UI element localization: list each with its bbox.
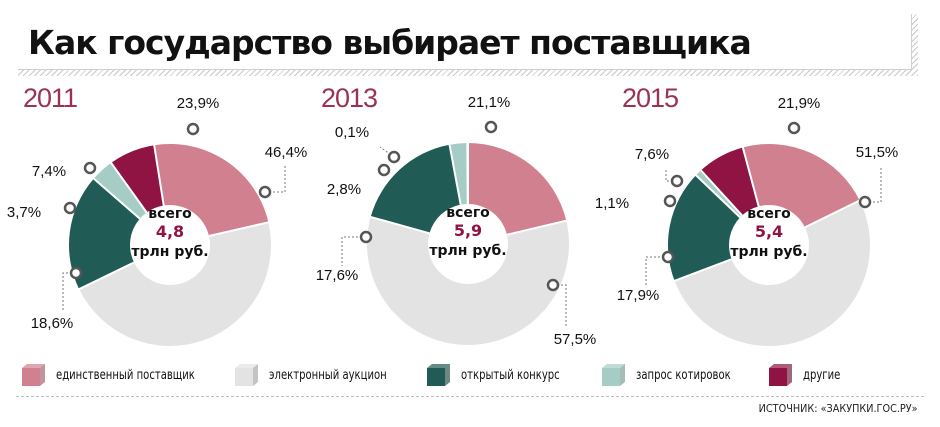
- segment-open: [68, 178, 140, 290]
- data-label-other: 7,4%: [32, 163, 66, 180]
- pointer-dot: [387, 150, 401, 164]
- segment-other: [700, 147, 759, 216]
- legend-swatch-other: [767, 363, 793, 387]
- legend-item-open: открытый конкурс: [425, 362, 576, 388]
- segment-other: [111, 145, 164, 213]
- segment-separator: [804, 199, 861, 229]
- leader-line: [265, 165, 286, 193]
- data-label-quote: 2,8%: [327, 181, 361, 198]
- data-label-open: 18,6%: [31, 315, 74, 332]
- segment-separator: [699, 168, 743, 217]
- segment-separator: [448, 143, 462, 205]
- pointer-dot: [359, 230, 373, 244]
- pointer-dot: [546, 278, 560, 292]
- data-label-electronic: 57,5%: [554, 331, 597, 348]
- legend-label-single: единственный поставщик: [56, 367, 195, 383]
- leader-line: [645, 256, 668, 285]
- center-label-top: всего: [446, 205, 490, 221]
- legend-swatch-open: [425, 363, 451, 387]
- segment-electronic: [367, 216, 569, 345]
- leader-line: [379, 146, 395, 158]
- segment-open: [370, 144, 461, 234]
- pointer-dot: [858, 195, 872, 209]
- center-label-top: всего: [747, 206, 791, 222]
- segment-electronic: [674, 200, 871, 347]
- segment-quote: [449, 143, 468, 205]
- center-total-value: 5,9: [454, 221, 482, 240]
- data-label-open: 17,6%: [316, 267, 359, 284]
- data-label-quote: 1,1%: [595, 195, 629, 212]
- center-label-unit: трлн руб.: [429, 243, 506, 259]
- segment-separator: [673, 258, 732, 283]
- segment-single: [154, 144, 269, 237]
- segment-separator: [694, 173, 741, 219]
- pointer-dot: [377, 163, 391, 177]
- legend-label-open: открытый конкурс: [461, 367, 560, 383]
- segment-separator: [109, 161, 148, 214]
- year-label: 2013: [321, 83, 377, 113]
- pointer-dot: [787, 121, 801, 135]
- segment-separator: [369, 215, 430, 235]
- legend-label-quote: запрос котировок: [636, 367, 731, 383]
- title-bar: Как государство выбирает поставщика: [18, 14, 918, 76]
- center-label-unit: трлн руб.: [131, 244, 208, 260]
- segment-separator: [741, 146, 760, 207]
- segment-quote: [93, 162, 147, 219]
- segment-separator: [208, 221, 270, 238]
- segment-separator: [153, 144, 165, 206]
- legend-label-electronic: электронный аукцион: [269, 367, 387, 383]
- data-label-open: 17,9%: [617, 287, 660, 304]
- source-divider: [16, 396, 924, 397]
- legend-swatch-quote: [600, 363, 626, 387]
- center-label-unit: трлн руб.: [730, 244, 807, 260]
- legend-item-quote: запрос котировок: [600, 362, 746, 388]
- legend-swatch-electronic: [233, 363, 259, 387]
- center-label-top: всего: [148, 206, 192, 222]
- segment-separator: [77, 261, 135, 291]
- data-label-other: 0,1%: [335, 124, 369, 141]
- pointer-dot: [670, 174, 684, 188]
- year-label: 2011: [23, 83, 77, 113]
- legend-item-other: другие: [767, 362, 846, 388]
- segment-quote: [695, 170, 743, 218]
- pointer-dot: [63, 201, 77, 215]
- legend-swatch-single: [20, 363, 46, 387]
- pointer-dot: [661, 250, 675, 264]
- segment-separator: [506, 219, 568, 236]
- source-note: ИСТОЧНИК: «ЗАКУПКИ.ГОС.РУ»: [759, 402, 918, 415]
- segment-single: [742, 144, 860, 228]
- year-label: 2015: [622, 83, 678, 113]
- pointer-dot: [186, 122, 200, 136]
- pointer-dot: [69, 266, 83, 280]
- data-label-electronic: 51,5%: [856, 144, 899, 161]
- legend-item-single: единственный поставщик: [20, 362, 218, 388]
- center-total-value: 5,4: [755, 222, 783, 241]
- data-label-other: 7,6%: [635, 146, 669, 163]
- data-label-electronic: 46,4%: [265, 144, 308, 161]
- segment-open: [668, 175, 741, 281]
- center-total-value: 4,8: [156, 222, 184, 241]
- page-title: Как государство выбирает поставщика: [28, 23, 752, 62]
- data-label-single: 23,9%: [177, 95, 220, 112]
- leader-line: [341, 236, 366, 266]
- title-card: Как государство выбирает поставщика: [18, 14, 912, 70]
- data-label-single: 21,1%: [468, 94, 511, 111]
- segment-electronic: [79, 222, 272, 346]
- segment-separator: [92, 177, 141, 220]
- pointer-dot: [83, 161, 97, 175]
- pointer-dot: [258, 185, 272, 199]
- pointer-dot: [484, 120, 498, 134]
- pointer-dot: [663, 194, 677, 208]
- legend-item-electronic: электронный аукцион: [233, 362, 406, 388]
- data-label-quote: 3,7%: [7, 204, 41, 221]
- data-label-single: 21,9%: [778, 95, 821, 112]
- legend-label-other: другие: [803, 367, 841, 383]
- segment-single: [468, 143, 567, 235]
